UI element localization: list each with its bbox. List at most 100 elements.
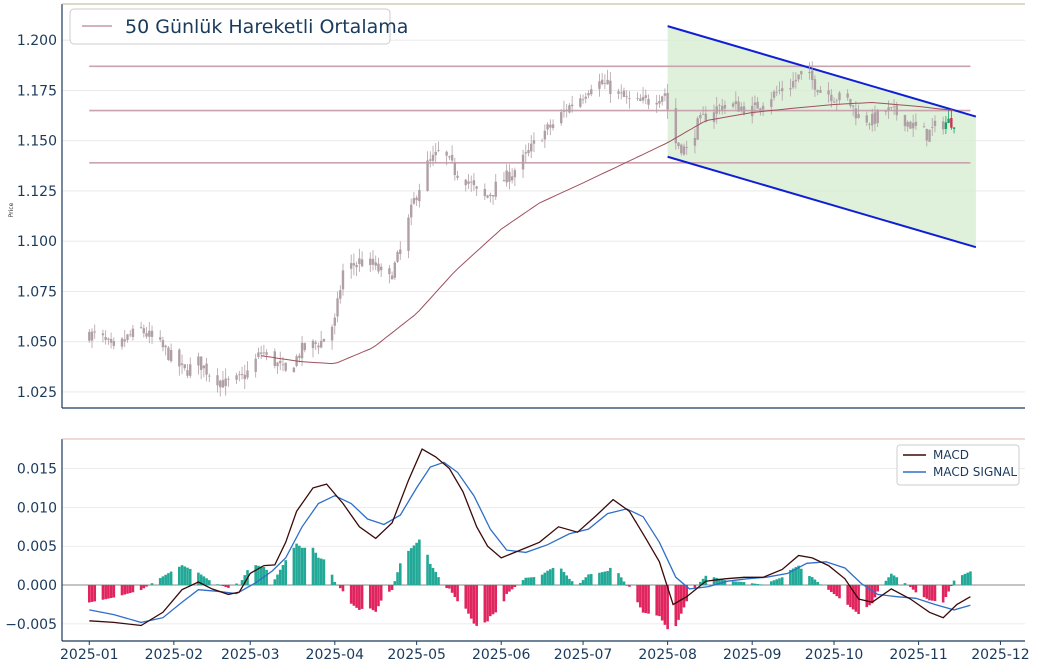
macd-histogram-bar	[415, 542, 418, 586]
candle-body	[298, 355, 301, 358]
macd-histogram-bar	[712, 577, 716, 586]
macd-histogram-bar	[778, 578, 781, 586]
macd-histogram-bar	[600, 572, 604, 586]
candle-body	[284, 362, 287, 371]
candle-body	[333, 317, 337, 326]
macd-histogram-bar	[197, 572, 200, 586]
macd-histogram-bar	[966, 572, 970, 586]
candle-body	[835, 100, 838, 102]
candle-body	[189, 364, 192, 376]
macd-histogram-bar	[666, 585, 669, 630]
macd-histogram-bar	[109, 585, 113, 599]
macd-histogram-bar	[450, 585, 454, 593]
macd-histogram-bar	[398, 563, 402, 586]
macd-histogram-bar	[769, 581, 773, 586]
macd-histogram-bar	[494, 585, 498, 613]
candle-body	[590, 89, 593, 95]
macd-histogram-bar	[731, 581, 735, 586]
macd-histogram-bar	[107, 585, 110, 599]
candle-body	[540, 140, 544, 142]
candle-body	[543, 130, 547, 140]
macd-histogram-bar	[409, 548, 413, 586]
macd-histogram-bar	[696, 584, 699, 586]
candle-body	[666, 92, 669, 110]
x-tick-label: 2025-03	[221, 647, 280, 663]
candle-body	[259, 352, 263, 354]
channel-fill	[667, 26, 976, 248]
candle-body	[123, 339, 126, 342]
candle-body	[530, 143, 533, 152]
macd-histogram-bar	[944, 585, 948, 597]
candle-body	[349, 263, 353, 269]
candle-body	[208, 375, 211, 377]
macd-histogram-bar	[603, 571, 607, 586]
macd-histogram-bar	[873, 585, 877, 598]
macd-histogram-bar	[584, 577, 588, 586]
candle-body	[415, 197, 418, 201]
macd-histogram-bar	[505, 585, 508, 594]
candle-body	[865, 115, 868, 123]
macd-histogram-bar	[677, 585, 680, 620]
candle-body	[838, 92, 841, 101]
macd-histogram-bar	[794, 567, 798, 586]
candle-body	[341, 270, 345, 290]
macd-histogram-bar	[311, 547, 315, 586]
macd-histogram-bar	[941, 585, 945, 603]
candle-body	[524, 152, 527, 154]
candle-body	[715, 106, 718, 114]
candle-body	[486, 195, 489, 198]
candle-body	[360, 259, 364, 267]
candle-body	[759, 108, 762, 111]
macd-histogram-bar	[396, 572, 399, 586]
macd-histogram-bar	[87, 585, 91, 603]
price-tick-label: 1.150	[17, 134, 57, 150]
candle-body	[104, 336, 107, 340]
x-tick-label: 2025-10	[805, 647, 864, 663]
macd-histogram-bar	[947, 585, 950, 592]
candle-body	[300, 342, 304, 359]
candle-body	[625, 96, 628, 98]
legend-macd-label: MACD	[933, 448, 969, 462]
candle-body	[148, 330, 151, 337]
macd-histogram-bar	[273, 579, 277, 586]
macd-histogram-bar	[830, 585, 833, 592]
macd-histogram-bar	[969, 571, 972, 586]
macd-histogram-bar	[341, 585, 345, 592]
macd-histogram-bar	[486, 585, 489, 622]
candle-body	[931, 126, 934, 128]
macd-histogram-bar	[456, 585, 459, 602]
macd-tick-label: 0.015	[17, 462, 57, 478]
macd-histogram-bar	[298, 545, 301, 586]
candle-body	[677, 142, 680, 147]
macd-histogram-bar	[374, 585, 378, 612]
sma50-line	[261, 101, 955, 365]
macd-histogram-bar	[224, 585, 227, 587]
macd-histogram-bar	[756, 583, 759, 586]
candle-body	[914, 121, 918, 126]
macd-histogram-bar	[846, 585, 849, 605]
macd-histogram-bar	[819, 584, 822, 586]
candle-body	[262, 352, 266, 354]
macd-histogram-bar	[90, 585, 94, 602]
candle-body	[609, 80, 612, 95]
macd-tick-label: 0.005	[17, 539, 57, 555]
x-tick-label: 2025-06	[472, 647, 531, 663]
candle-body	[183, 364, 186, 369]
macd-histogram-bar	[472, 585, 476, 624]
candle-body	[950, 118, 953, 128]
macd-histogram-bar	[418, 539, 421, 586]
candle-body	[429, 159, 432, 161]
candle-body	[674, 108, 678, 144]
candle-body	[794, 79, 798, 82]
macd-histogram-bar	[609, 567, 612, 586]
candle-body	[456, 175, 459, 178]
candle-body	[257, 352, 260, 357]
x-tick-label: 2025-12	[971, 647, 1030, 663]
candle-body	[109, 338, 113, 343]
macd-histogram-bar	[510, 585, 514, 590]
candle-body	[489, 194, 492, 197]
macd-histogram-bar	[303, 547, 307, 586]
candle-body	[279, 360, 282, 364]
candle-body	[399, 249, 402, 254]
